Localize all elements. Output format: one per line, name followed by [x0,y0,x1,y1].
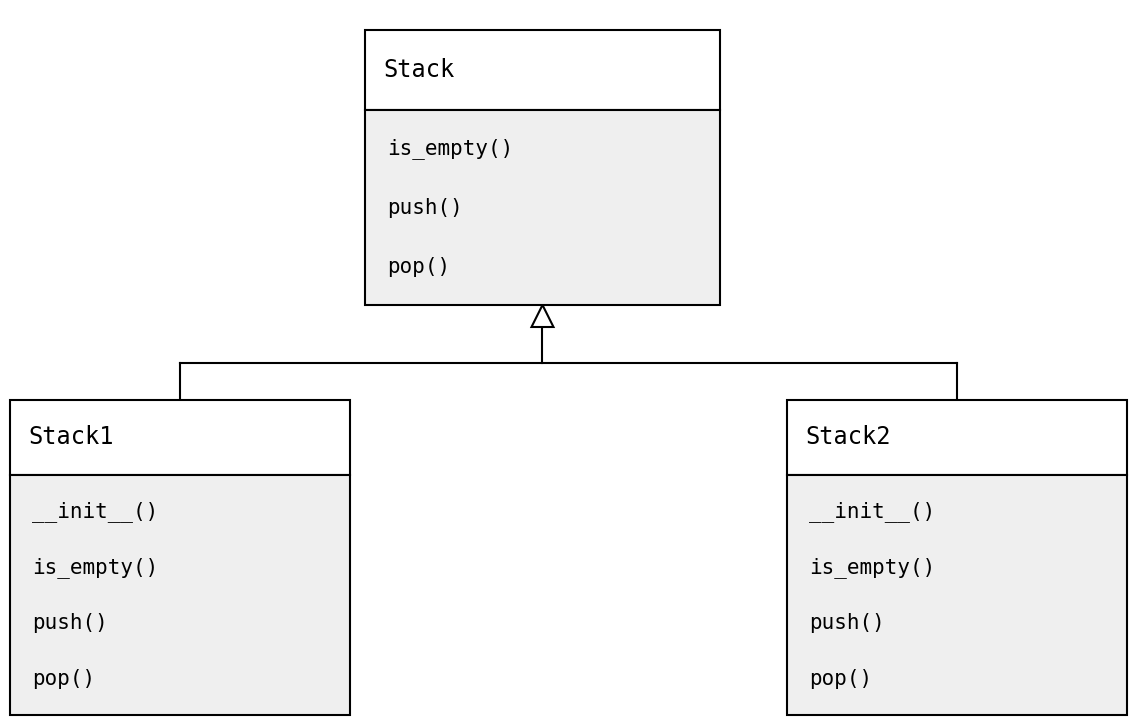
Bar [787,475,1127,715]
Text: is_empty(): is_empty() [32,557,158,578]
Text: pop(): pop() [387,257,451,277]
Text: is_empty(): is_empty() [809,557,935,578]
Text: __init__(): __init__() [32,501,158,522]
Bar [365,110,720,305]
Bar [10,475,351,715]
Bar [10,400,351,475]
Bar [787,400,1127,475]
Text: push(): push() [809,613,884,633]
Text: Stack2: Stack2 [805,425,891,449]
Text: push(): push() [32,613,108,633]
Text: pop(): pop() [32,668,96,689]
Text: __init__(): __init__() [809,501,935,522]
Text: Stack1: Stack1 [28,425,114,449]
Text: pop(): pop() [809,668,872,689]
Polygon shape [531,305,553,327]
Bar [365,30,720,110]
Text: Stack: Stack [384,58,454,82]
Text: is_empty(): is_empty() [387,138,513,159]
Text: push(): push() [387,198,463,218]
